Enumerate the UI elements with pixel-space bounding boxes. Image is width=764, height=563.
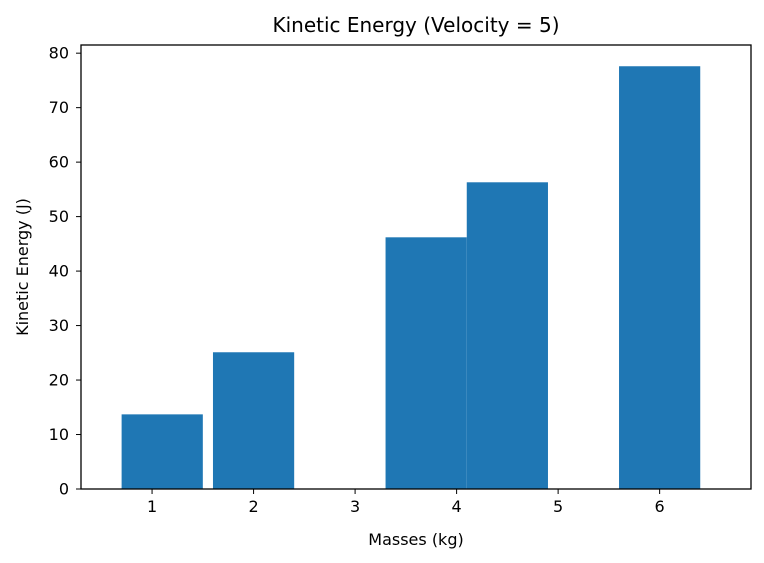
y-tick-label-30: 30 <box>49 316 69 335</box>
bars-layer <box>121 66 701 490</box>
bar-3 <box>385 237 467 489</box>
bar-4 <box>466 182 548 490</box>
y-tick-label-50: 50 <box>49 207 69 226</box>
y-tick-label-0: 0 <box>59 480 69 499</box>
y-tick-label-70: 70 <box>49 98 69 117</box>
y-tick-label-10: 10 <box>49 425 69 444</box>
y-axis-label: Kinetic Energy (J) <box>13 198 32 336</box>
bar-1 <box>121 414 203 489</box>
y-tick-label-60: 60 <box>49 153 69 172</box>
y-tick-label-80: 80 <box>49 44 69 63</box>
chart-title: Kinetic Energy (Velocity = 5) <box>272 13 559 37</box>
x-tick-label-2: 2 <box>248 497 258 516</box>
y-tick-label-40: 40 <box>49 262 69 281</box>
x-tick-label-3: 3 <box>350 497 360 516</box>
x-axis-label: Masses (kg) <box>368 530 463 549</box>
x-tick-label-1: 1 <box>147 497 157 516</box>
bar-2 <box>212 352 295 489</box>
x-tick-label-4: 4 <box>452 497 462 516</box>
x-tick-label-5: 5 <box>553 497 563 516</box>
bar-5 <box>619 66 701 489</box>
x-tick-label-6: 6 <box>655 497 665 516</box>
y-tick-label-20: 20 <box>49 371 69 390</box>
plot-frame <box>80 44 752 490</box>
